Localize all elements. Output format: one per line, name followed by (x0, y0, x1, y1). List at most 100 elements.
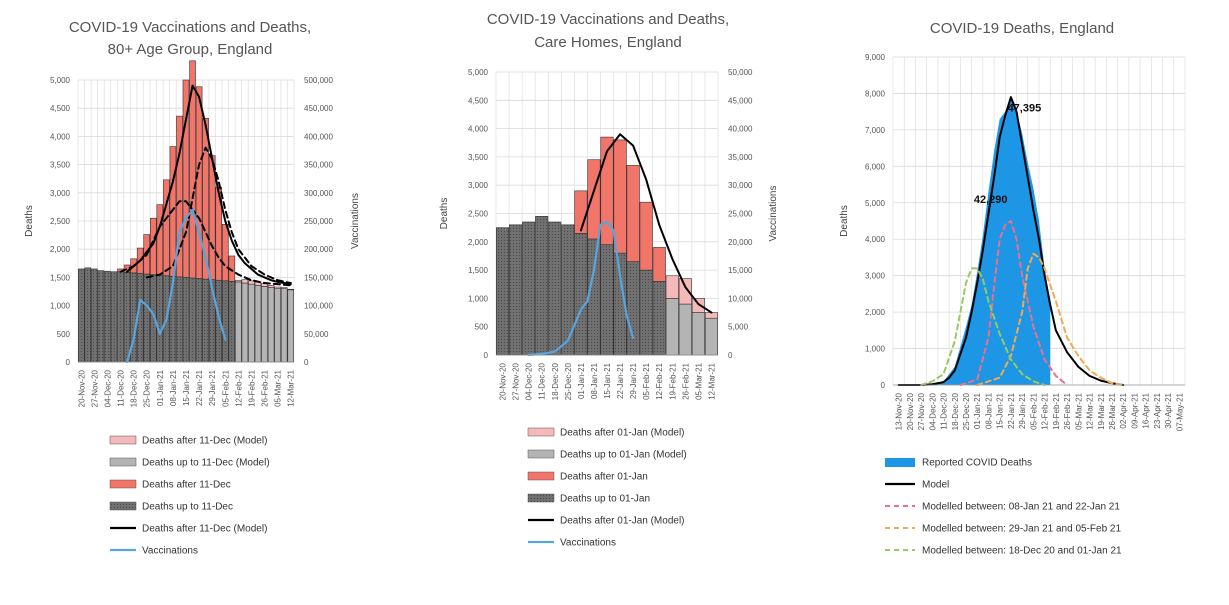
bar-mid (280, 288, 288, 363)
y-axis-title: Deaths (24, 205, 35, 237)
y-tick-label: 6,000 (865, 162, 886, 171)
bar-mid (665, 298, 679, 356)
x-tick-label: 26-Feb-21 (1063, 392, 1072, 429)
bar-dark (495, 227, 510, 356)
bar-dark (652, 281, 666, 356)
bar-pink (248, 280, 255, 285)
x-tick-label: 05-Mar-21 (274, 369, 283, 406)
x-tick-label: 19-Mar-21 (1097, 392, 1106, 429)
y-tick-label: 5,000 (865, 199, 886, 208)
bar-salmon (626, 165, 640, 262)
bar-dark (600, 244, 614, 356)
bar-pink (287, 288, 295, 291)
legend-label: Model (922, 480, 949, 491)
legend-label: Vaccinations (560, 538, 616, 549)
x-tick-label: 26-Feb-21 (681, 362, 690, 399)
legend: Deaths after 01-Jan (Model) Deaths up to … (527, 428, 687, 549)
y-tick-label: 2,000 (468, 238, 489, 247)
x-tick-label: 04-Dec-20 (928, 392, 937, 430)
x-tick-label: 13-Nov-20 (895, 392, 904, 430)
bar-pink (280, 287, 288, 289)
legend-label: Modelled between: 08-Jan 21 and 22-Jan 2… (922, 502, 1120, 513)
x-tick-label: 04-Dec-20 (525, 362, 534, 400)
bar-salmon (195, 86, 203, 279)
line-vacc (527, 220, 635, 357)
x-tick-label: 25-Dec-20 (564, 362, 573, 400)
x-tick-label: 12-Feb-21 (234, 369, 243, 406)
y2-tick-label: 30,000 (728, 181, 753, 190)
x-tick-label: 08-Jan-21 (984, 392, 993, 429)
bar-mid (254, 284, 262, 363)
y2-axis-title: Vaccinations (350, 193, 361, 249)
y-axis-title: Deaths (439, 198, 450, 230)
y-tick-label: 1,000 (865, 345, 886, 354)
chart-title: COVID-19 Vaccinations and Deaths, (487, 11, 729, 28)
bar-dark (156, 274, 164, 363)
bar-dark (222, 280, 229, 363)
bar-mid (241, 282, 249, 363)
legend-label: Modelled between: 29-Jan 21 and 05-Feb 2… (922, 524, 1121, 535)
bar-salmon (587, 159, 601, 240)
x-tick-label: 22-Jan-21 (1007, 392, 1016, 429)
line-model (579, 133, 713, 314)
y2-tick-label: 100,000 (304, 302, 333, 311)
legend-swatch-area (885, 458, 915, 467)
x-tick-label: 20-Nov-20 (906, 392, 915, 430)
x-tick-label: 05-Mar-21 (694, 362, 703, 399)
bar-salmon (639, 201, 653, 271)
y2-tick-label: 400,000 (304, 132, 333, 141)
x-tick-label: 04-Dec-20 (103, 369, 112, 407)
y-tick-label: 4,500 (50, 104, 71, 113)
legend: Reported COVID Deaths Model Modelled betwe… (885, 458, 1122, 557)
bar-pink (691, 298, 705, 313)
bar-salmon (182, 79, 190, 278)
legend-label: Deaths after 11-Dec (142, 480, 231, 491)
y-tick-label: 0 (881, 381, 886, 390)
bar-dark (639, 269, 653, 356)
y2-tick-label: 250,000 (304, 217, 333, 226)
bar-dark (84, 267, 92, 363)
bar-dark (587, 238, 601, 356)
y2-tick-label: 200,000 (304, 245, 333, 254)
bar-salmon (652, 247, 666, 282)
x-tick-label: 29-Jan-21 (208, 369, 217, 406)
y2-tick-label: 450,000 (304, 104, 333, 113)
legend-label: Deaths up to 01-Jan (560, 494, 650, 505)
bar-dark (561, 224, 575, 356)
x-tick-label: 22-Jan-21 (616, 362, 625, 399)
bar-salmon (222, 224, 229, 282)
x-tick-label: 19-Feb-21 (247, 369, 256, 406)
chart-title: COVID-19 Deaths, England (930, 20, 1114, 37)
y2-tick-label: 5,000 (728, 323, 749, 332)
y-tick-label: 3,000 (468, 181, 489, 190)
bars (495, 136, 718, 356)
bar-dark (548, 221, 562, 356)
data-label: 42,290 (974, 194, 1008, 206)
y2-tick-label: 45,000 (728, 96, 753, 105)
bar-pink (241, 279, 249, 284)
y2-tick-label: 50,000 (304, 330, 329, 339)
y2-tick-label: 35,000 (728, 153, 753, 162)
bar-dark (626, 261, 640, 356)
x-tick-label: 18-Dec-20 (551, 362, 560, 400)
bar-pink (267, 284, 275, 288)
bar-dark (189, 277, 196, 363)
x-tick-label: 12-Mar-21 (287, 369, 296, 406)
x-tick-label: 15-Jan-21 (996, 392, 1005, 429)
y2-axis-title: Vaccinations (768, 186, 779, 242)
legend: Deaths after 11-Dec (Model) Deaths up to … (109, 436, 270, 557)
x-tick-label: 23-Apr-21 (1153, 392, 1162, 428)
x-tick-label: 02-Apr-21 (1119, 392, 1128, 428)
y-tick-label: 500 (57, 330, 71, 339)
bar-dark (110, 271, 118, 363)
bar-salmon (189, 60, 196, 279)
x-tick-label: 11-Dec-20 (117, 369, 126, 406)
y-tick-label: 500 (475, 323, 489, 332)
legend-swatch-dark (527, 493, 555, 503)
legend-label: Reported COVID Deaths (922, 458, 1032, 469)
line-model (126, 84, 292, 286)
bar-salmon (202, 118, 209, 280)
legend-label: Deaths up to 11-Dec (142, 502, 233, 513)
chart-1: COVID-19 Vaccinations and Deaths, 80+ Age… (24, 19, 361, 557)
bar-dark (104, 270, 111, 363)
